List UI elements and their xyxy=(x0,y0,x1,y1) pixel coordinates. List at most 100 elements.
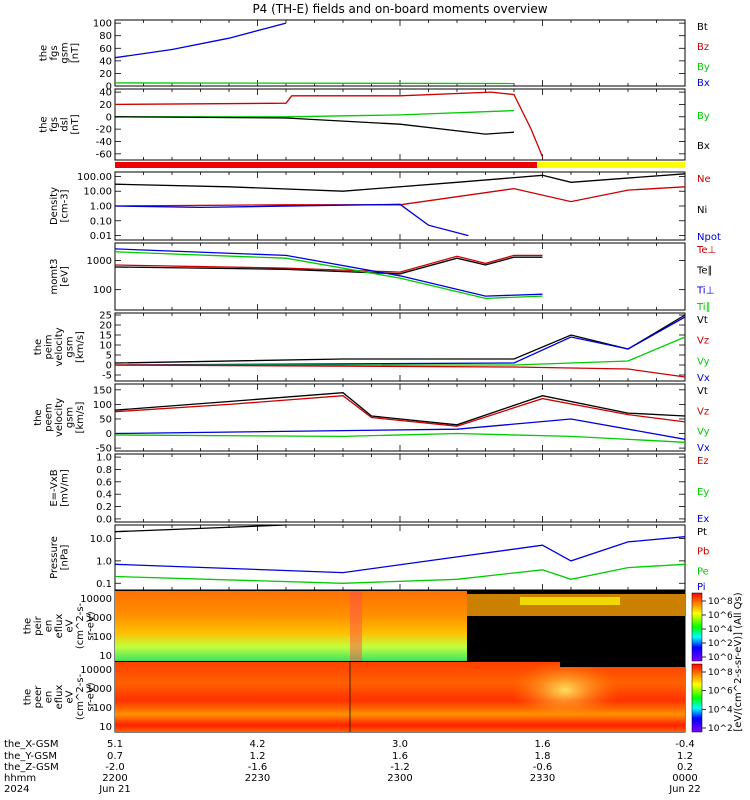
series-peem-Vt xyxy=(114,392,686,426)
x-tick-label: 2200 xyxy=(102,773,127,784)
x-row-label: the_Z-GSM xyxy=(4,762,59,773)
y-tick-label: 100 xyxy=(93,285,112,296)
y-tick-label: 100 xyxy=(93,400,112,411)
y-axis-label: [cm-3] xyxy=(59,189,70,222)
panel-temp: 1000 100 momt3 [eV] Te⊥ Te∥ Ti⊥ Ti∥ xyxy=(49,242,716,313)
x-row-label: the_Y-GSM xyxy=(4,751,57,762)
x-row-label: 2024 xyxy=(4,784,29,795)
y-axis-label: en xyxy=(44,691,55,704)
legend-entry: Bx xyxy=(697,78,710,89)
y-axis-label: Density xyxy=(49,187,60,225)
series-pressure-Pi xyxy=(114,536,686,574)
panel-pressure: 10.0 1.0 0.1 Pressure [nPa] Pt Pb Pe Pi xyxy=(49,524,709,593)
series-peim-Vt xyxy=(114,314,686,364)
y-tick-label: 0 xyxy=(106,82,112,93)
series-peem-Vy xyxy=(114,432,686,443)
series-temp-Ti∥ xyxy=(114,251,543,300)
legend-entry: Te∥ xyxy=(696,265,713,276)
y-tick-label: 10000 xyxy=(80,665,112,676)
y-axis-label: [km/s] xyxy=(75,331,86,363)
y-axis-label: eflux xyxy=(54,685,65,710)
series-fgs-gsm-By xyxy=(114,82,515,85)
colorbar-tick-label: 10^8 xyxy=(708,668,733,678)
legend-entry: Te⊥ xyxy=(696,245,716,256)
series-line xyxy=(114,91,544,158)
x-tick-label: 1.8 xyxy=(535,751,551,762)
series-peim-Vy xyxy=(115,336,686,366)
y-axis-label: sr-eV) xyxy=(86,611,97,640)
peer-spectrogram xyxy=(115,660,685,732)
y-tick-label: 100 xyxy=(93,632,112,643)
x-tick-label: 1.6 xyxy=(535,739,551,750)
y-axis-label: peem xyxy=(44,403,55,431)
x-tick-label: 0000 xyxy=(672,773,697,784)
series-line xyxy=(114,256,543,275)
status-bar xyxy=(115,162,685,168)
x-tick-label: 3.0 xyxy=(392,739,408,750)
series-line xyxy=(114,364,686,378)
y-tick-label: 100 xyxy=(93,703,112,714)
series-line xyxy=(114,82,515,85)
y-axis-label: eV xyxy=(65,690,76,703)
y-tick-label: 100 xyxy=(93,19,112,30)
panel-frame xyxy=(114,524,686,591)
x-tick-label: -2.0 xyxy=(105,762,125,773)
y-axis-label: sr-eV) xyxy=(86,682,97,711)
x-axis: the_X-GSMthe_Y-GSMthe_Z-GSMhhmm20245.10.… xyxy=(4,739,701,795)
x-row-label: hhmm xyxy=(4,773,36,784)
y-axis-label: velocity xyxy=(54,398,65,437)
y-axis-label: [nT] xyxy=(70,114,81,134)
x-tick-label: 1.2 xyxy=(250,751,266,762)
x-tick-label: 0.7 xyxy=(107,751,123,762)
series-line xyxy=(114,186,686,207)
y-tick-label: 1000 xyxy=(87,256,112,267)
y-axis-label: fgs xyxy=(49,45,60,60)
y-tick-label: 50 xyxy=(99,414,112,425)
legend-entry: Vy xyxy=(697,356,710,367)
y-axis-label: gsm xyxy=(65,407,76,428)
series-line xyxy=(114,248,543,297)
y-tick-label: 0.2 xyxy=(96,502,112,513)
colorbar-tick-label: 10^4 xyxy=(708,705,733,715)
legend-entry: Pe xyxy=(697,566,709,577)
y-axis-label: gsm xyxy=(59,42,70,63)
colorbar-peir xyxy=(691,592,703,662)
panel-frame xyxy=(114,453,686,523)
y-tick-label: 60 xyxy=(99,44,112,55)
series-line xyxy=(114,524,287,533)
legend-entry: Ni xyxy=(697,205,707,216)
series-density-Npot xyxy=(114,203,469,237)
figure-title: P4 (TH-E) fields and on-board moments ov… xyxy=(252,2,547,16)
y-axis-label: gsm xyxy=(65,336,76,357)
y-tick-label: 0 xyxy=(106,361,112,372)
x-tick-label: 1.2 xyxy=(677,751,693,762)
y-tick-label: 40 xyxy=(99,88,112,99)
y-tick-label: -60 xyxy=(96,149,112,160)
y-tick-label: 10 xyxy=(99,651,112,662)
x-tick-label: 4.2 xyxy=(250,739,266,750)
series-density-Ne xyxy=(114,186,686,207)
y-tick-label: 20 xyxy=(99,321,112,332)
series-fgs-dsl-Bx xyxy=(114,116,515,135)
x-tick-label: -0.4 xyxy=(675,739,695,750)
y-axis-label: (cm^2-s- xyxy=(75,602,86,649)
y-axis-label: eV xyxy=(65,619,76,632)
colorbar-tick-label: 10^0 xyxy=(708,653,733,663)
y-tick-label: 0.1 xyxy=(96,579,112,590)
series-line xyxy=(114,116,515,135)
y-axis-label: [eV] xyxy=(59,266,70,287)
series-line xyxy=(114,392,686,426)
y-axis-label: en xyxy=(44,620,55,633)
y-tick-label: 10 xyxy=(99,722,112,733)
x-tick-label: 2230 xyxy=(245,773,270,784)
legend-entry: Ez xyxy=(697,456,709,467)
y-axis-label: eflux xyxy=(54,614,65,639)
y-tick-label: 0.6 xyxy=(96,477,112,488)
colorbar-tick-label: 10^2 xyxy=(708,639,733,649)
series-line xyxy=(114,536,686,574)
x-tick-label: Jun 22 xyxy=(668,784,701,795)
y-tick-label: -5 xyxy=(102,371,112,382)
legend-entry: Bx xyxy=(697,141,710,152)
